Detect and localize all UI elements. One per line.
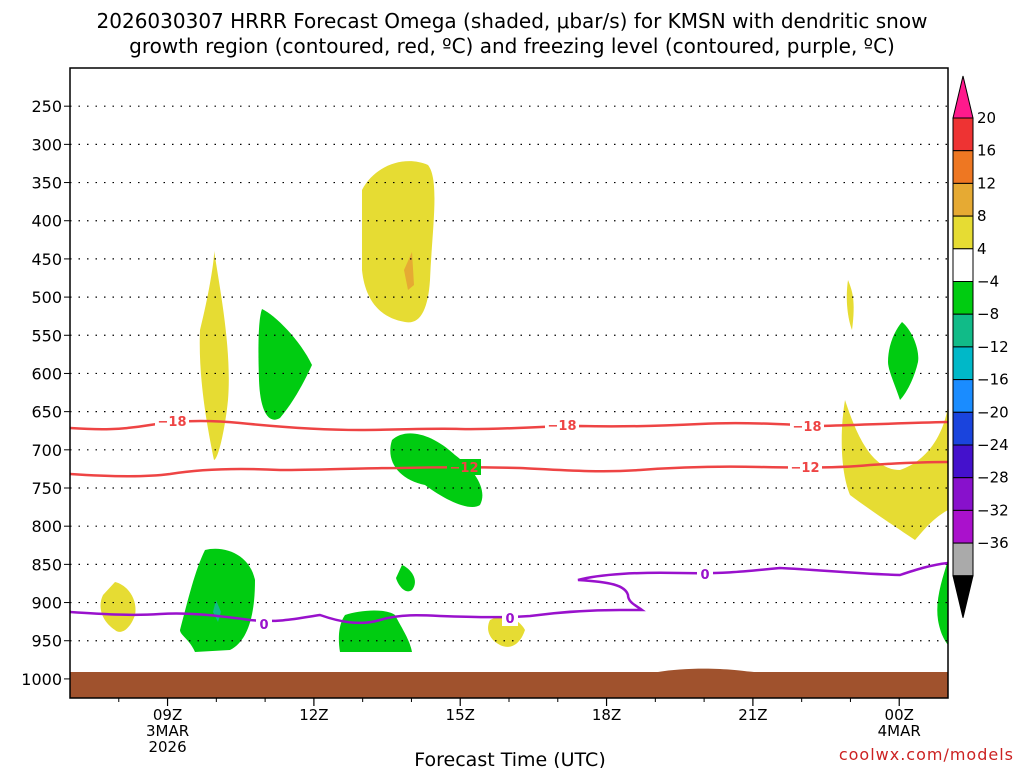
colorbar-label: −28 (977, 469, 1009, 487)
omega-shade-green (338, 610, 412, 652)
colorbar-label: −24 (977, 436, 1009, 454)
colorbar-label: −8 (977, 305, 999, 323)
y-tick-label: 1000 (21, 670, 62, 689)
colorbar-label: 8 (977, 207, 987, 225)
dgz-top-label: −18 (158, 415, 187, 430)
y-tick-label: 950 (31, 632, 62, 651)
y-tick-label: 700 (31, 441, 62, 460)
fzl-label-bg (256, 616, 272, 632)
y-tick-label: 450 (31, 250, 62, 269)
colorbar-segment (952, 313, 974, 348)
omega-shade-green (258, 309, 312, 420)
colorbar-top-triangle (952, 75, 974, 119)
colorbar-label: 20 (977, 109, 996, 127)
omega-shade-yellow (841, 400, 948, 540)
omega-shade-green (888, 322, 919, 400)
y-tick-label: 250 (31, 97, 62, 116)
x-tick-label: 21Z (738, 706, 767, 724)
y-tick-label: 800 (31, 517, 62, 536)
dgz-label-bg (545, 417, 579, 433)
colorbar-label: −20 (977, 403, 1009, 421)
omega-shade-green (937, 560, 948, 645)
colorbar-label: −4 (977, 273, 999, 291)
y-tick-label: 650 (31, 403, 62, 422)
x-tick-label: 09Z (153, 706, 182, 724)
contour-labels: −18 −18 −18 −12 −12 0 0 0 (155, 413, 824, 633)
y-tick-label: 750 (31, 479, 62, 498)
colorbar-segment (952, 117, 974, 152)
freezing-level-label: 0 (700, 568, 709, 583)
x-tick-label: 18Z (592, 706, 621, 724)
surface-bump (658, 668, 755, 672)
colorbar-segment (952, 346, 974, 381)
omega-shade-yellow (100, 582, 136, 632)
omega-shade-green (390, 433, 483, 508)
colorbar-label: −36 (977, 534, 1009, 552)
colorbar-segment (952, 444, 974, 479)
colorbar-bottom-triangle (952, 575, 974, 618)
dgz-bottom-label: −12 (791, 461, 820, 476)
colorbar-label: −12 (977, 338, 1009, 356)
x-tick-label: 00Z (885, 706, 914, 724)
surface-band (70, 672, 948, 698)
dgz-label-bg (788, 459, 822, 475)
colorbar-label: −16 (977, 371, 1009, 389)
y-tick-label: 500 (31, 288, 62, 307)
chart-title-line2: growth region (contoured, red, ºC) and f… (129, 34, 895, 58)
colorbar-label: 4 (977, 240, 987, 258)
x-tick-date: 4MAR (878, 722, 921, 740)
colorbar: 20 16 12 8 4 −4 −8 −12 −16 −20 −24 −28 −32 −36 (952, 75, 1009, 618)
omega-shade-orange (404, 252, 414, 290)
colorbar-segment (952, 477, 974, 511)
colorbar-segment (952, 379, 974, 413)
colorbar-segment (952, 509, 974, 544)
dgz-top-label: −18 (548, 419, 577, 434)
colorbar-segment (952, 542, 974, 577)
colorbar-segment (952, 182, 974, 217)
y-tick-label: 900 (31, 594, 62, 613)
dgz-bottom-label: −12 (450, 461, 479, 476)
x-axis-title: Forecast Time (UTC) (414, 749, 605, 768)
site-credit: coolwx.com/models (839, 745, 1014, 764)
colorbar-segment (952, 150, 974, 184)
colorbar-segment (952, 215, 974, 250)
colorbar-label: 16 (977, 142, 996, 160)
freezing-level-label: 0 (259, 618, 268, 633)
x-tick-label: 15Z (446, 706, 475, 724)
fzl-label-bg (697, 566, 713, 582)
colorbar-segment (952, 281, 974, 315)
x-tick-date: 3MAR (146, 722, 189, 740)
fzl-label-bg (502, 610, 518, 626)
omega-shade-yellow (199, 250, 229, 460)
omega-shade-green (180, 548, 255, 652)
omega-shade-yellow (846, 280, 854, 330)
colorbar-segment (952, 411, 974, 446)
dgz-label-bg (790, 418, 824, 434)
y-tick-label: 600 (31, 364, 62, 383)
dgz-label-bg (155, 413, 189, 429)
y-tick-label: 850 (31, 555, 62, 574)
chart-title-line1: 2026030307 HRRR Forecast Omega (shaded, … (97, 9, 928, 33)
y-tick-label: 550 (31, 326, 62, 345)
freezing-level-label: 0 (505, 612, 514, 627)
dgz-label-bg (447, 459, 481, 475)
freezing-level-contour (70, 561, 948, 625)
x-tick-label: 12Z (299, 706, 328, 724)
colorbar-segment (952, 248, 974, 283)
x-tick-year: 2026 (148, 738, 186, 756)
y-tick-label: 300 (31, 135, 62, 154)
dgz-bottom-contour (70, 460, 948, 478)
omega-shade-green (396, 565, 415, 592)
plot-layers (70, 105, 948, 698)
colorbar-label: −32 (977, 501, 1009, 519)
y-axis: 250 300 350 400 450 500 550 600 650 700 750 800 850 9… (21, 97, 70, 689)
y-tick-label: 400 (31, 212, 62, 231)
y-tick-label: 350 (31, 174, 62, 193)
dgz-top-label: −18 (793, 420, 822, 435)
colorbar-label: 12 (977, 174, 996, 192)
omega-shade-yellow (362, 161, 435, 323)
